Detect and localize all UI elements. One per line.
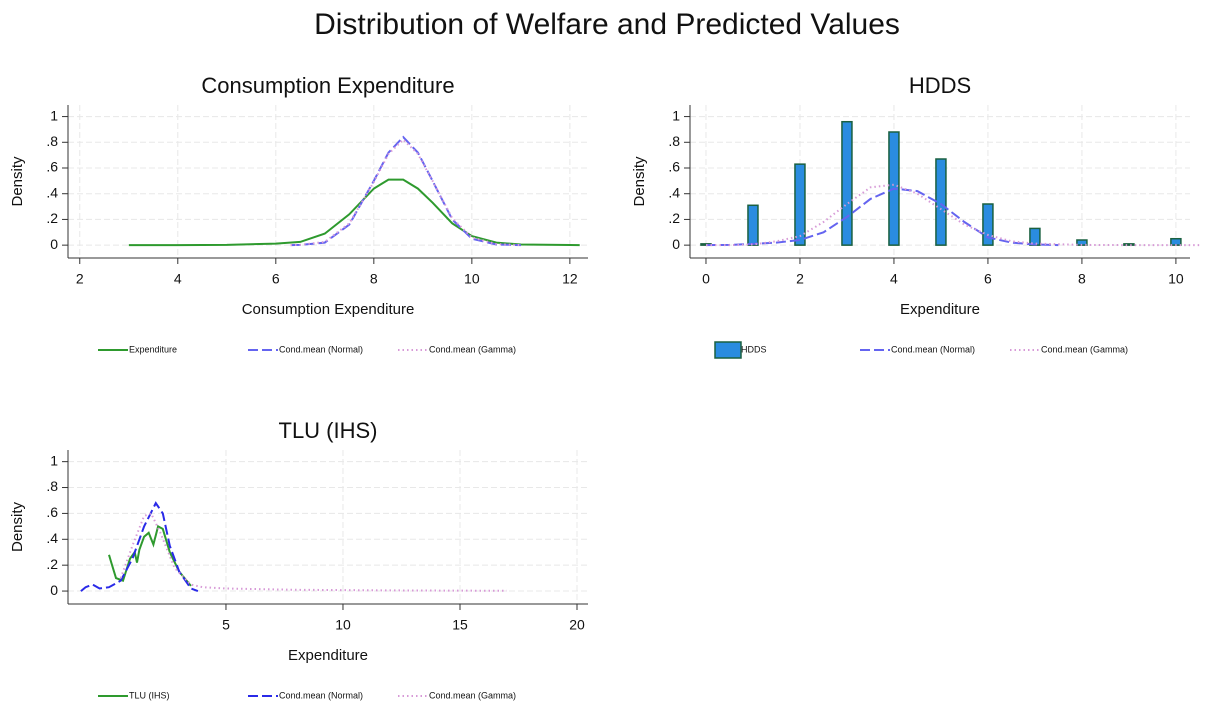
- y-tick-label: 1: [672, 107, 680, 123]
- chart-title: TLU (IHS): [279, 418, 378, 443]
- x-tick-label: 12: [562, 271, 578, 287]
- x-tick-label: 2: [76, 271, 84, 287]
- x-tick-label: 6: [984, 271, 992, 287]
- legend-label: Cond.mean (Normal): [279, 344, 363, 354]
- y-tick-label: .6: [668, 159, 680, 175]
- line: [108, 524, 192, 587]
- y-tick-label: 1: [50, 452, 58, 468]
- x-tick-label: 4: [174, 271, 182, 287]
- x-tick-label: 2: [796, 271, 804, 287]
- y-tick-label: .6: [46, 504, 58, 520]
- y-tick-label: .8: [46, 478, 58, 494]
- y-tick-label: 0: [672, 236, 680, 252]
- y-tick-label: 0: [50, 236, 58, 252]
- chart-title: HDDS: [909, 73, 971, 98]
- legend-label: Expenditure: [129, 344, 177, 354]
- x-axis-label: Expenditure: [900, 301, 980, 318]
- bar: [747, 204, 759, 246]
- x-tick-label: 10: [1168, 271, 1184, 287]
- x-tick-label: 0: [702, 271, 710, 287]
- x-tick-label: 5: [222, 617, 230, 633]
- figure-title: Distribution of Welfare and Predicted Va…: [314, 8, 900, 41]
- x-tick-label: 8: [370, 271, 378, 287]
- x-tick-label: 10: [464, 271, 480, 287]
- y-tick-label: 1: [50, 107, 58, 123]
- legend-label: HDDS: [741, 344, 767, 354]
- legend-label: Cond.mean (Gamma): [429, 344, 516, 354]
- line: [80, 501, 199, 593]
- chart-title: Consumption Expenditure: [201, 73, 454, 98]
- line: [706, 183, 1200, 247]
- line: [119, 512, 507, 592]
- legend-label: Cond.mean (Normal): [891, 344, 975, 354]
- legend-swatch: [714, 341, 742, 359]
- y-tick-label: .2: [46, 556, 58, 572]
- y-tick-label: .4: [46, 530, 58, 546]
- legend-label: Cond.mean (Gamma): [429, 690, 516, 700]
- y-axis-label: Density: [9, 156, 26, 207]
- y-axis-label: Density: [9, 501, 26, 552]
- y-tick-label: 0: [50, 582, 58, 598]
- legend-label: Cond.mean (Gamma): [1041, 344, 1128, 354]
- line: [290, 138, 521, 247]
- y-tick-label: .8: [668, 133, 680, 149]
- bar: [1123, 243, 1135, 246]
- line: [290, 135, 521, 247]
- x-tick-label: 10: [335, 617, 351, 633]
- y-axis-label: Density: [631, 156, 648, 207]
- legend-label: TLU (IHS): [129, 690, 170, 700]
- bar: [982, 203, 994, 246]
- y-tick-label: .6: [46, 159, 58, 175]
- x-axis-label: Expenditure: [288, 647, 368, 664]
- line: [705, 187, 1059, 247]
- y-tick-label: .2: [668, 210, 680, 226]
- x-tick-label: 20: [569, 617, 585, 633]
- y-tick-label: .2: [46, 210, 58, 226]
- y-tick-label: .4: [46, 184, 58, 200]
- x-tick-label: 8: [1078, 271, 1086, 287]
- x-axis-label: Consumption Expenditure: [242, 301, 415, 318]
- x-tick-label: 6: [272, 271, 280, 287]
- bar: [841, 120, 853, 246]
- line: [128, 178, 580, 247]
- y-tick-label: .4: [668, 184, 680, 200]
- bar: [794, 163, 806, 246]
- bar: [935, 158, 947, 246]
- y-tick-label: .8: [46, 133, 58, 149]
- x-tick-label: 4: [890, 271, 898, 287]
- x-tick-label: 15: [452, 617, 468, 633]
- legend-label: Cond.mean (Normal): [279, 690, 363, 700]
